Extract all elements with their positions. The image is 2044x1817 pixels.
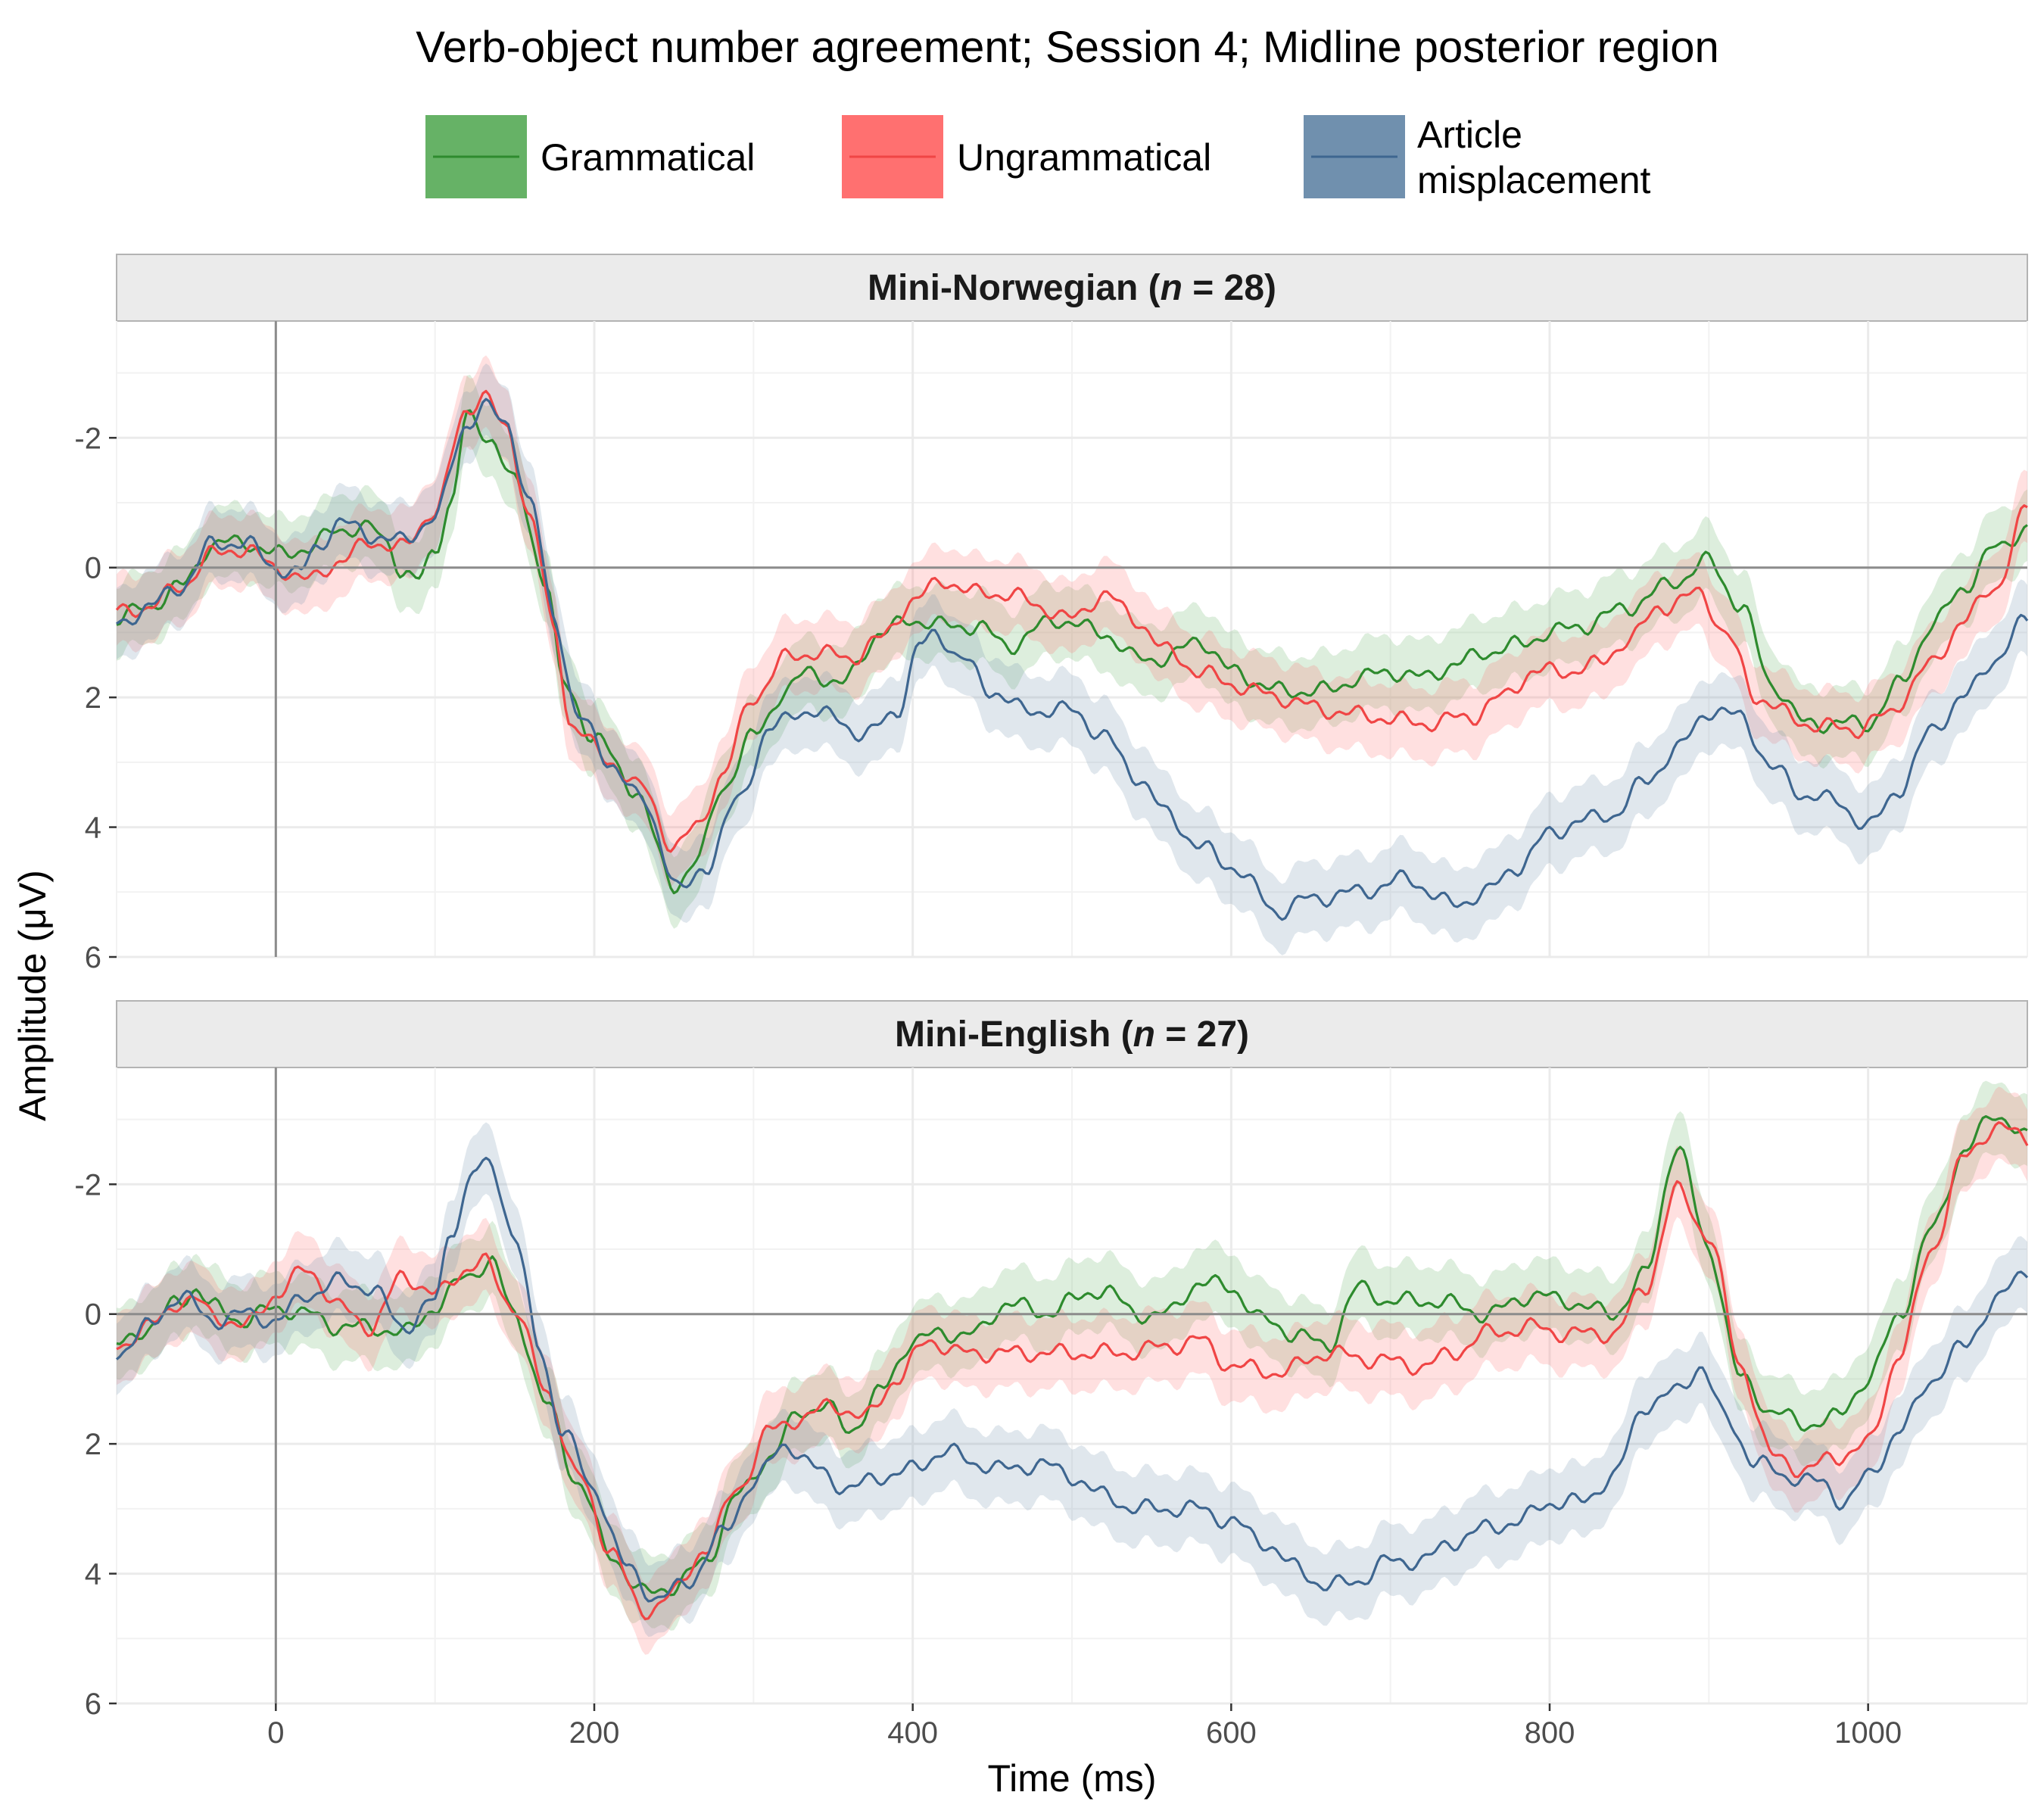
y-tick-label: 0	[85, 1298, 101, 1332]
series-line-article-misplacement	[115, 1156, 2029, 1603]
x-tick-label: 200	[569, 1716, 620, 1750]
x-tick-label: 600	[1206, 1716, 1257, 1750]
reference-lines	[117, 321, 2027, 957]
x-tick-label: 0	[267, 1716, 284, 1750]
panel-mini-english: Mini-English (n = 27) -2 0 2 4 6	[74, 1000, 2029, 1721]
y-tick-label: 2	[85, 1428, 101, 1461]
strip-background	[116, 254, 2028, 322]
y-tick-label: 0	[85, 552, 101, 585]
ribbons	[117, 355, 2027, 955]
strip-label: Mini-Norwegian (n = 28)	[868, 268, 1276, 308]
x-tick-label: 400	[887, 1716, 938, 1750]
y-tick-label: 4	[85, 1558, 101, 1591]
ribbon-article-misplacement	[117, 363, 2027, 955]
y-axis: -2 0 2 4 6	[74, 1168, 117, 1721]
legend-item-article-misplacement: Article misplacement	[1304, 114, 1651, 201]
x-axis-title: Time (ms)	[987, 1757, 1156, 1800]
ribbon-ungrammatical	[117, 355, 2027, 887]
y-tick-label: -2	[74, 1168, 101, 1201]
y-tick-label: 6	[85, 941, 101, 974]
legend-item-ungrammatical: Ungrammatical	[842, 115, 1211, 198]
x-tick-label: 1000	[1834, 1716, 1902, 1750]
y-tick-label: -2	[74, 422, 101, 455]
legend-label-ungrammatical: Ungrammatical	[957, 136, 1211, 179]
y-axis: -2 0 2 4 6	[74, 422, 117, 974]
chart-title: Verb-object number agreement; Session 4;…	[416, 23, 1719, 72]
legend: Grammatical Ungrammatical Article mispla…	[425, 114, 1651, 201]
panel-mini-norwegian: Mini-Norwegian (n = 28) -2 0 2 4 6	[74, 254, 2029, 974]
y-tick-label: 2	[85, 681, 101, 715]
series-line-ungrammatical	[116, 1121, 2029, 1621]
strip-background	[116, 1000, 2028, 1068]
series-line-article-misplacement	[116, 397, 2029, 921]
legend-label-line-1: Article	[1417, 114, 1522, 156]
x-axis: 0 200 400 600 800 1000	[267, 1703, 1902, 1750]
y-tick-label: 4	[85, 812, 101, 845]
ribbon-grammatical	[117, 375, 2027, 929]
y-axis-title: Amplitude (μV)	[11, 870, 54, 1121]
y-tick-label: 6	[85, 1688, 101, 1721]
series-line-grammatical	[116, 409, 2028, 895]
legend-label-article-misplacement: Article misplacement	[1417, 114, 1651, 201]
legend-label-grammatical: Grammatical	[541, 136, 755, 179]
strip-label: Mini-English (n = 27)	[895, 1014, 1249, 1055]
legend-item-grammatical: Grammatical	[425, 115, 755, 198]
reference-lines	[117, 1067, 2027, 1703]
series-lines	[115, 390, 2029, 921]
legend-label-line-2: misplacement	[1417, 159, 1651, 201]
ribbon-grammatical	[117, 1080, 2027, 1631]
x-tick-label: 800	[1525, 1716, 1575, 1750]
